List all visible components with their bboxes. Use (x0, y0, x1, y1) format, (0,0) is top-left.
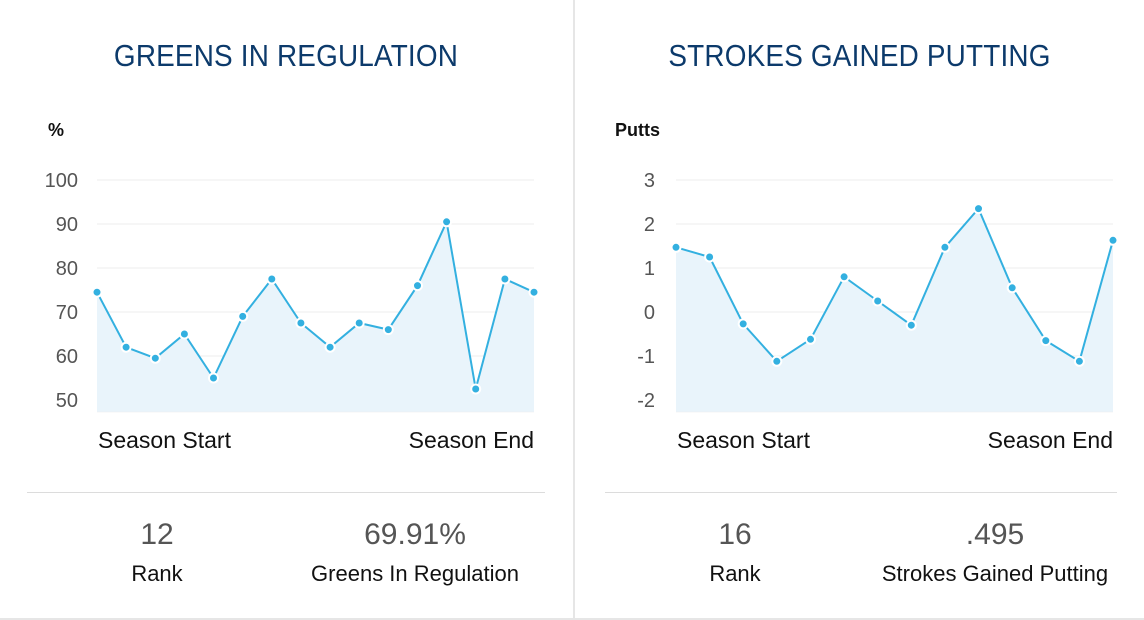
data-point (973, 203, 984, 215)
gir-value: 69.91% (364, 518, 466, 551)
divider (605, 492, 1117, 493)
sgp-value: .495 (965, 518, 1025, 551)
y-tick-label: 1 (644, 258, 655, 280)
data-point (91, 286, 103, 298)
rank-stat: 12 Rank (77, 515, 237, 589)
gir-panel: GREENS IN REGULATION 100 90 80 70 60 50% Seaso… (0, 0, 572, 618)
y-tick-label: 2 (644, 214, 655, 236)
rank-label: Rank (709, 561, 761, 586)
data-point (1040, 335, 1052, 347)
data-point (149, 352, 161, 364)
data-point (353, 317, 365, 329)
y-tick-label: 100 (45, 170, 78, 192)
data-point (838, 271, 850, 283)
rank-label: Rank (131, 561, 183, 586)
y-tick-label: -2 (637, 390, 655, 412)
data-point (939, 241, 951, 253)
x-label-end: Season End (409, 427, 534, 453)
data-point (905, 319, 917, 331)
y-tick-label: 80 (56, 258, 78, 280)
data-point (805, 333, 816, 345)
data-point (178, 328, 190, 340)
panel-title: STROKES GAINED PUTTING (668, 38, 1051, 73)
y-axis-unit: Putts (615, 120, 660, 140)
sgp-stat: .495 Strokes Gained Putting (865, 515, 1125, 589)
data-point (441, 216, 453, 228)
data-point (412, 280, 423, 292)
divider (27, 492, 545, 493)
data-point (737, 318, 749, 330)
y-tick-label: 60 (56, 346, 78, 368)
y-tick-label: 90 (56, 214, 78, 236)
y-tick-label: 3 (644, 170, 655, 192)
y-tick-label: 0 (644, 302, 655, 324)
data-point (382, 324, 394, 336)
rank-value: 16 (718, 518, 752, 551)
gir-label: Greens In Regulation (311, 561, 519, 586)
data-point (266, 273, 278, 285)
y-axis-unit: % (48, 120, 64, 140)
data-point (872, 295, 884, 307)
data-point (237, 310, 249, 322)
data-point (295, 317, 307, 329)
data-point (470, 383, 482, 395)
rank-stat: 16 Rank (655, 515, 815, 589)
panel-divider (573, 0, 575, 618)
y-tick-label: 70 (56, 302, 78, 324)
series-area (97, 221, 534, 412)
sgp-label: Strokes Gained Putting (881, 561, 1109, 586)
data-point (670, 241, 682, 253)
y-tick-label: 50 (56, 390, 78, 412)
sgp-panel: STROKES GAINED PUTTING 3 2 1 0 -1 -2 Putts Seas… (575, 0, 1144, 618)
data-point (704, 251, 716, 263)
series-line (96, 218, 535, 390)
x-label-end: Season End (988, 427, 1113, 453)
gir-chart: 100 90 80 70 60 50% Season Start Season End (45, 120, 540, 453)
x-label-start: Season Start (98, 427, 232, 453)
data-point (120, 341, 132, 353)
y-tick-label: -1 (637, 346, 655, 368)
sgp-chart: 3 2 1 0 -1 -2 Putts Season Start Season End (615, 120, 1119, 453)
rank-value: 12 (140, 518, 174, 551)
data-point (208, 372, 219, 384)
data-point (528, 286, 540, 298)
series-area (676, 208, 1113, 412)
data-point (324, 341, 336, 353)
data-point (1006, 282, 1018, 294)
data-point (1107, 234, 1119, 246)
x-label-start: Season Start (677, 427, 811, 453)
data-point (771, 355, 783, 367)
panel-title: GREENS IN REGULATION (113, 38, 459, 73)
data-point (1073, 355, 1085, 367)
series-line (675, 206, 1114, 363)
data-point (499, 273, 511, 285)
gir-stat: 69.91% Greens In Regulation (286, 515, 544, 589)
